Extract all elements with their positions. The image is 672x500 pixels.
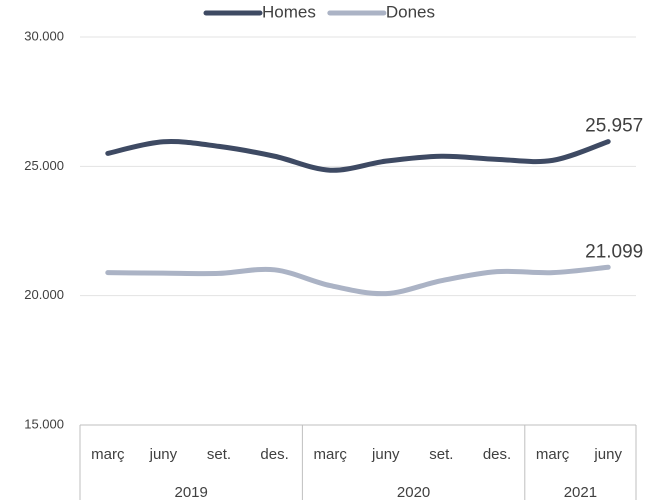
- value-label: 21.099: [585, 241, 643, 262]
- y-tick-label: 25.000: [24, 158, 64, 173]
- x-tick-label: juny: [371, 446, 400, 463]
- x-tick-label: set.: [207, 446, 231, 463]
- x-tick-label: des.: [483, 446, 511, 463]
- x-tick-label: març: [536, 446, 570, 463]
- y-tick-label: 15.000: [24, 416, 64, 431]
- value-label: 25.957: [585, 116, 643, 137]
- legend-label: Homes: [262, 2, 316, 21]
- x-tick-label: juny: [149, 446, 178, 463]
- group-label: 2021: [564, 484, 597, 500]
- series-line: [105, 139, 611, 173]
- y-tick-label: 30.000: [24, 28, 64, 43]
- x-tick-label: des.: [260, 446, 288, 463]
- group-label: 2019: [175, 484, 208, 500]
- y-tick-label: 20.000: [24, 287, 64, 302]
- series-line: [105, 264, 611, 297]
- x-tick-label: març: [91, 446, 125, 463]
- group-label: 2020: [397, 484, 430, 500]
- x-tick-label: juny: [593, 446, 622, 463]
- legend-label: Dones: [386, 2, 435, 21]
- x-tick-label: març: [314, 446, 348, 463]
- x-tick-label: set.: [429, 446, 453, 463]
